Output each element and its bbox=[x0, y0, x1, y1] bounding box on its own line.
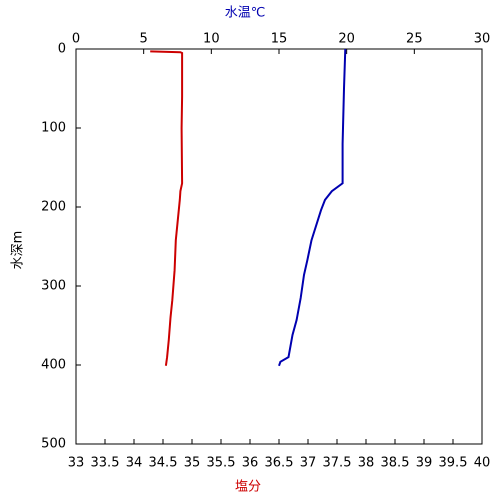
profile-line bbox=[278, 48, 347, 367]
y-tick-label: 400 bbox=[41, 358, 66, 373]
x-tick-label: 35.5 bbox=[207, 456, 236, 471]
bottom-axis-label: 塩分 bbox=[235, 480, 261, 495]
x-tick-label: 38.5 bbox=[381, 456, 410, 471]
profile-line bbox=[150, 50, 184, 366]
y-axis-label: 水深m bbox=[11, 231, 26, 270]
x-tick-label: 39.5 bbox=[439, 456, 468, 471]
y-tick-label: 0 bbox=[58, 42, 66, 57]
x2-tick-label: 0 bbox=[72, 32, 80, 47]
x-tick-label: 39 bbox=[416, 456, 433, 471]
plot-frame bbox=[75, 48, 483, 445]
y-tick-label: 300 bbox=[41, 279, 66, 294]
x-tick-label: 35 bbox=[184, 456, 201, 471]
x-tick-label: 36.5 bbox=[265, 456, 294, 471]
y-tick-label: 100 bbox=[41, 121, 66, 136]
y-tick-label: 200 bbox=[41, 200, 66, 215]
x-tick-label: 33 bbox=[68, 456, 85, 471]
top-axis-label: 水温℃ bbox=[225, 6, 266, 21]
x-tick-label: 37 bbox=[300, 456, 317, 471]
x2-tick-label: 25 bbox=[406, 32, 423, 47]
x2-tick-label: 30 bbox=[474, 32, 491, 47]
x2-tick-label: 10 bbox=[203, 32, 220, 47]
x2-tick-label: 20 bbox=[338, 32, 355, 47]
x-tick-label: 40 bbox=[474, 456, 491, 471]
x-tick-label: 34 bbox=[126, 456, 143, 471]
x2-tick-label: 5 bbox=[140, 32, 148, 47]
y-tick-label: 500 bbox=[41, 437, 66, 452]
x2-tick-label: 15 bbox=[271, 32, 288, 47]
x-tick-label: 36 bbox=[242, 456, 259, 471]
x-tick-label: 38 bbox=[358, 456, 375, 471]
x-tick-label: 33.5 bbox=[91, 456, 120, 471]
x-tick-label: 34.5 bbox=[149, 456, 178, 471]
x-tick-label: 37.5 bbox=[323, 456, 352, 471]
